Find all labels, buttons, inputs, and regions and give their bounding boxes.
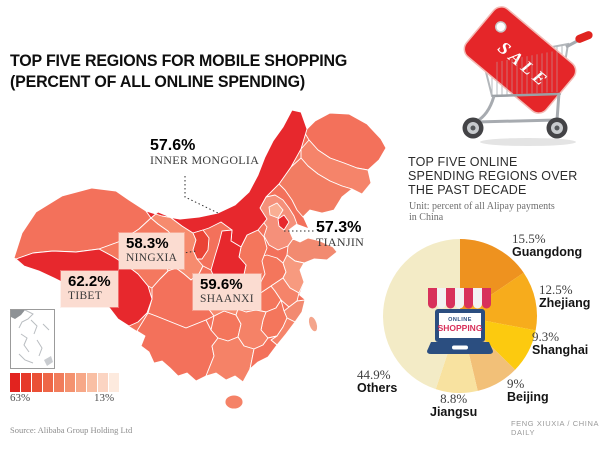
leader-inner-mongolia: [184, 176, 219, 214]
pie-label-zhejiang: 12.5% Zhejiang: [539, 283, 590, 310]
pie-label-guangdong: 15.5% Guangdong: [512, 232, 582, 259]
callout-tibet: 62.2% TIBET: [61, 271, 118, 307]
pie-slice-jiangsu: [435, 316, 478, 394]
pie-name: Jiangsu: [430, 405, 478, 419]
color-scale-step: [109, 373, 119, 392]
color-scale-step: [65, 373, 75, 392]
province-ningxia: [192, 229, 210, 260]
south-china-sea-inset-map: [10, 309, 55, 369]
pie-label-others: 44.9% Others: [357, 368, 397, 395]
pie-label-jiangsu: 8.8% Jiangsu: [430, 392, 477, 419]
province-guangdong: [249, 335, 278, 370]
leader-ningxia: [177, 250, 197, 255]
unit-line1: Unit: percent of all Alipay payments: [409, 201, 555, 212]
pie-value: 15.5%: [512, 231, 546, 246]
pie-name: Guangdong: [512, 245, 583, 259]
page-title: TOP FIVE REGIONS FOR MOBILE SHOPPING (PE…: [10, 50, 347, 92]
pie-label-beijing: 9% Beijing: [507, 377, 549, 404]
callout-value: 62.2%: [68, 273, 111, 290]
color-scale: [10, 373, 120, 392]
cart-front-mesh: [494, 50, 560, 95]
color-scale-step: [54, 373, 64, 392]
island-taiwan: [308, 315, 318, 333]
cart-shadow: [480, 138, 576, 146]
heading-line3: THE PAST DECADE: [408, 183, 527, 197]
callout-inner-mongolia: 57.6% INNER MONGOLIA: [150, 137, 259, 167]
cart-wheels: [462, 117, 568, 139]
callout-region: INNER MONGOLIA: [150, 153, 260, 167]
pie-name: Beijing: [507, 390, 549, 404]
callout-value: 59.6%: [200, 276, 243, 293]
pie-section-heading: TOP FIVE ONLINE SPENDING REGIONS OVER TH…: [408, 155, 578, 197]
color-scale-step: [98, 373, 108, 392]
color-scale-step: [10, 373, 20, 392]
province-tianjin: [277, 214, 290, 231]
color-scale-step: [87, 373, 97, 392]
callout-region: TIBET: [68, 290, 103, 302]
pie-label-shanghai: 9.3% Shanghai: [532, 330, 588, 357]
callout-value: 57.3%: [316, 219, 362, 236]
callout-region: TIANJIN: [316, 235, 365, 249]
byline-credit: FENG XIUXIA / CHINA DAILY: [511, 419, 599, 437]
pie-value: 9.3%: [532, 329, 560, 344]
page-title-line2: (PERCENT OF ALL ONLINE SPENDING): [10, 72, 305, 91]
callout-ningxia: 58.3% NINGXIA: [119, 233, 185, 269]
callout-value: 57.6%: [150, 137, 196, 154]
callout-region: NINGXIA: [126, 252, 178, 264]
pie-value: 8.8%: [440, 391, 468, 406]
cart-handle-grip: [575, 31, 593, 43]
awning-icon: [428, 288, 491, 309]
callout-shaanxi: 59.6% SHAANXI: [193, 274, 261, 310]
callout-tianjin: 57.3% TIANJIN: [316, 219, 364, 249]
pie-unit-note: Unit: percent of all Alipay payments in …: [409, 201, 555, 223]
pie-value: 9%: [507, 376, 525, 391]
scale-min-label: 13%: [94, 392, 115, 404]
sale-tag-eyelet: [495, 21, 507, 33]
laptop-icon: [427, 309, 493, 354]
color-scale-step: [21, 373, 31, 392]
callout-value: 58.3%: [126, 235, 169, 252]
pie-name: Zhejiang: [539, 296, 591, 310]
color-scale-step: [32, 373, 42, 392]
pie-value: 44.9%: [357, 367, 391, 382]
shop-icon-text-shopping: SHOPPING: [438, 323, 483, 333]
heading-line2: SPENDING REGIONS OVER: [408, 169, 578, 183]
heading-line1: TOP FIVE ONLINE: [408, 155, 518, 169]
pie-name: Shanghai: [532, 343, 589, 357]
page-title-line1: TOP FIVE REGIONS FOR MOBILE SHOPPING: [10, 51, 348, 70]
color-scale-step: [76, 373, 86, 392]
province-beijing: [268, 202, 284, 219]
shop-icon-text-online: ONLINE: [448, 317, 472, 323]
pie-value: 12.5%: [539, 282, 573, 297]
province-liaoning: [278, 157, 353, 218]
province-guangxi: [205, 336, 255, 383]
pie-name: Others: [357, 381, 398, 395]
island-hainan: [224, 394, 244, 410]
callout-region: SHAANXI: [200, 293, 254, 305]
source-credit: Source: Alibaba Group Holding Ltd: [10, 425, 133, 435]
scale-max-label: 63%: [10, 392, 31, 404]
online-shopping-icon: ONLINE SHOPPING: [427, 288, 493, 354]
unit-line2: in China: [409, 212, 444, 223]
color-scale-step: [43, 373, 53, 392]
